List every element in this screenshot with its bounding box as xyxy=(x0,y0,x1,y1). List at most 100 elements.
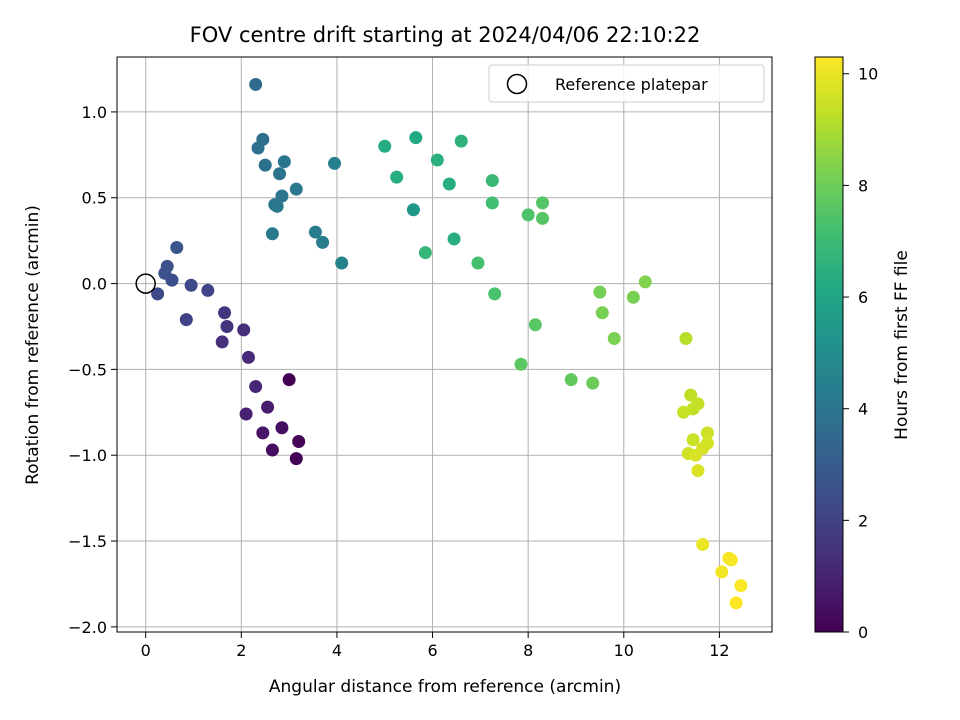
data-point xyxy=(607,331,621,345)
chart-title: FOV centre drift starting at 2024/04/06 … xyxy=(190,23,701,47)
x-tick-label: 0 xyxy=(141,641,151,660)
y-tick-label: −1.5 xyxy=(68,532,107,551)
data-point xyxy=(536,211,550,225)
data-point xyxy=(201,283,215,297)
data-point xyxy=(258,158,272,172)
data-point xyxy=(536,196,550,210)
colorbar-title: Hours from first FF file xyxy=(892,250,912,440)
data-point xyxy=(239,407,253,421)
data-point xyxy=(696,537,710,551)
data-point xyxy=(237,323,251,337)
data-point xyxy=(686,433,700,447)
data-point xyxy=(691,397,705,411)
y-axis-title: Rotation from reference (arcmin) xyxy=(23,205,43,485)
data-point xyxy=(418,246,432,260)
data-point xyxy=(179,313,193,327)
data-point xyxy=(485,174,499,188)
data-point xyxy=(564,373,578,387)
x-tick-label: 8 xyxy=(523,641,533,660)
x-axis-title: Angular distance from reference (arcmin) xyxy=(269,677,621,697)
data-point xyxy=(249,77,263,91)
data-point xyxy=(528,318,542,332)
data-point xyxy=(715,565,729,579)
data-point xyxy=(256,426,270,440)
data-point xyxy=(679,331,693,345)
data-point xyxy=(184,278,198,292)
colorbar-ticks: 0 2 4 6 8 10 xyxy=(843,65,878,642)
data-point xyxy=(328,156,342,170)
data-point xyxy=(378,139,392,153)
x-tick-label: 6 xyxy=(427,641,437,660)
data-point xyxy=(442,177,456,191)
y-tick-label: −1.0 xyxy=(68,446,107,465)
colorbar-tick-label: 6 xyxy=(858,288,868,307)
data-point xyxy=(447,232,461,246)
data-point xyxy=(406,203,420,217)
y-axis-ticks: 1.0 0.5 0.0 −0.5 −1.0 −1.5 −2.0 xyxy=(68,103,117,637)
legend-label: Reference platepar xyxy=(555,75,708,94)
data-point xyxy=(275,189,289,203)
data-point xyxy=(729,596,743,610)
x-tick-label: 2 xyxy=(236,641,246,660)
legend: Reference platepar xyxy=(488,64,765,103)
data-point xyxy=(158,266,172,280)
colorbar-gradient xyxy=(814,56,844,633)
data-point xyxy=(734,579,748,593)
data-point xyxy=(241,350,255,364)
legend-box xyxy=(488,64,765,103)
data-point xyxy=(593,285,607,299)
data-point xyxy=(316,235,330,249)
data-point xyxy=(691,464,705,478)
data-point xyxy=(282,373,296,387)
data-point xyxy=(289,452,303,466)
colorbar-tick-label: 10 xyxy=(858,65,878,84)
colorbar-tick-label: 8 xyxy=(858,176,868,195)
data-point xyxy=(454,134,468,148)
data-point xyxy=(684,388,698,402)
data-point xyxy=(218,306,232,320)
data-point xyxy=(170,241,184,255)
data-point xyxy=(275,421,289,435)
data-point xyxy=(677,405,691,419)
legend-marker-icon xyxy=(506,73,528,95)
data-point xyxy=(689,448,703,462)
grid xyxy=(117,57,772,632)
colorbar-tick-label: 2 xyxy=(858,511,868,530)
data-point xyxy=(277,155,291,169)
data-point xyxy=(220,319,234,333)
y-tick-label: −0.5 xyxy=(68,360,107,379)
colorbar-tick-label: 0 xyxy=(858,623,868,642)
data-point xyxy=(595,306,609,320)
data-point xyxy=(265,227,279,241)
data-point xyxy=(724,553,738,567)
data-point xyxy=(430,153,444,167)
x-tick-label: 10 xyxy=(614,641,634,660)
y-tick-label: 1.0 xyxy=(82,103,107,122)
y-tick-label: 0.0 xyxy=(82,275,107,294)
data-point xyxy=(638,275,652,289)
data-point xyxy=(409,131,423,145)
data-point xyxy=(335,256,349,270)
data-point xyxy=(249,380,263,394)
data-point xyxy=(586,376,600,390)
data-point xyxy=(265,443,279,457)
data-point xyxy=(514,357,528,371)
data-point xyxy=(700,426,714,440)
x-tick-label: 4 xyxy=(332,641,342,660)
y-tick-label: −2.0 xyxy=(68,618,107,637)
data-point xyxy=(215,335,229,349)
data-point xyxy=(270,199,284,213)
data-point xyxy=(308,225,322,239)
data-points xyxy=(151,77,748,610)
x-tick-label: 12 xyxy=(709,641,729,660)
reference-platepar-marker xyxy=(135,273,156,294)
data-point xyxy=(261,400,275,414)
plot-frame xyxy=(116,56,773,633)
data-point xyxy=(256,132,270,146)
data-point xyxy=(289,182,303,196)
data-point xyxy=(273,167,287,181)
colorbar-tick-label: 4 xyxy=(858,400,868,419)
colorbar: 0 2 4 6 8 10 Hours from first FF file xyxy=(814,56,912,642)
data-point xyxy=(626,290,640,304)
